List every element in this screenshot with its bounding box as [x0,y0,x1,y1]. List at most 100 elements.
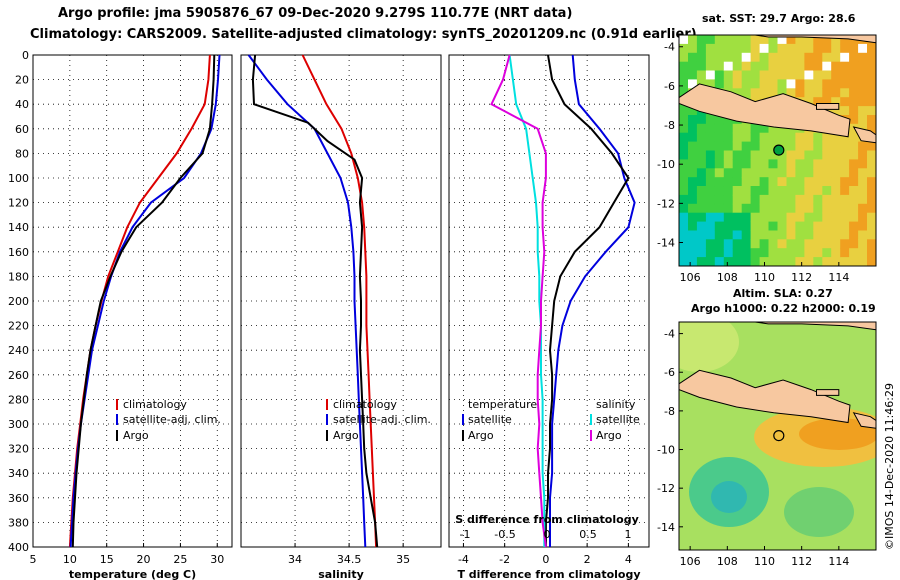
sst-cell [714,239,725,249]
x-tick-label: 35 [396,553,410,566]
sst-cell [813,194,823,205]
sst-cell [777,257,787,266]
borneo-coast [755,322,876,331]
sst-cell [768,132,778,143]
y-tick-label: 20 [15,74,29,87]
sst-cell [679,230,689,240]
sst-cell [705,221,716,231]
sst-cell [732,132,743,143]
sst-cell [804,52,814,63]
sst-cell [679,150,689,160]
sst-cell [867,212,876,223]
sst-cell [804,168,814,178]
sst-cell [822,150,832,160]
sst-cell [786,203,796,214]
sst-cell [732,257,743,266]
sst-cell [849,203,859,214]
sst-cell [822,52,832,63]
sst-cell [688,106,698,116]
sst-cell [777,212,787,223]
sst-cell [804,79,814,89]
sst-cell [741,52,752,63]
sst-cell [822,132,832,143]
sst-cell [741,70,752,80]
sst-cell [759,230,770,240]
sst-cell [732,79,743,89]
y-tick-label: 140 [8,221,29,234]
sst-cell [696,43,707,54]
sst-cell [705,177,716,187]
sst-cell [849,194,859,205]
sst-cell [732,168,743,178]
map-lat-label: -6 [664,80,675,93]
sst-cell [732,186,743,196]
sst-cell [777,194,787,205]
legend-heading: temperature [468,398,537,411]
sst-cell [840,79,850,89]
sst-cell [858,186,868,196]
sst-cell [705,257,716,266]
sst-cell [867,168,876,178]
sst-cell [840,70,850,80]
sst-cell [867,97,876,107]
sst-cell [759,52,770,63]
sst-cell [840,257,850,266]
y-tick-label: 60 [15,123,29,136]
sst-cell [750,239,761,249]
sst-cell [804,239,814,249]
legend-label: satellite-adj. clim. [123,413,221,426]
sst-cell [759,43,770,54]
sst-cell [795,257,805,266]
sst-cell [831,35,841,45]
sst-cell [714,257,725,266]
sst-cell [840,230,850,240]
sst-cell [813,239,823,249]
sst-cell [786,168,796,178]
sst-cell [714,221,725,231]
x-tick-label: 5 [30,553,37,566]
sst-cell [723,168,734,178]
sst-cell [867,239,876,249]
sst-cell [679,203,689,214]
sst-cell [768,257,778,266]
sst-cell [831,70,841,80]
sst-cell [867,115,876,125]
y-tick-label: 80 [15,147,29,160]
sst-cell [750,230,761,240]
x-tick-label: -2 [499,553,510,566]
sst-cell [840,141,850,151]
sst-cell [705,203,716,214]
sst-cell [840,88,850,98]
sla-low-blob-2 [784,487,854,537]
sst-cell [840,150,850,160]
sst-cell [705,115,716,125]
sst-cell [804,203,814,214]
sst-cell [723,43,734,54]
sst-cell [750,52,761,63]
sst-cell [858,123,868,134]
sst-cell [786,186,796,196]
sst-cell [714,141,725,151]
x-tick-label: -4 [458,553,469,566]
sst-cell [822,239,832,249]
sst-cell [732,35,743,45]
sst-cell [867,43,876,54]
sst-cell [804,194,814,205]
sst-cell [714,132,725,143]
sst-cell [786,132,796,143]
sst-cell [679,61,689,72]
y-tick-label: 260 [8,369,29,382]
sst-cell [831,106,841,116]
sst-cell [714,79,725,89]
sst-cell [795,221,805,231]
sst-cell [849,221,859,231]
sst-cell [705,61,716,72]
sst-cell [732,150,743,160]
sst-cell [831,203,841,214]
sst-cell [750,168,761,178]
sst-cell [732,239,743,249]
sst-cell [849,88,859,98]
sst-cell [723,159,734,169]
legend-label: Argo [123,429,149,442]
sst-cell [705,194,716,205]
